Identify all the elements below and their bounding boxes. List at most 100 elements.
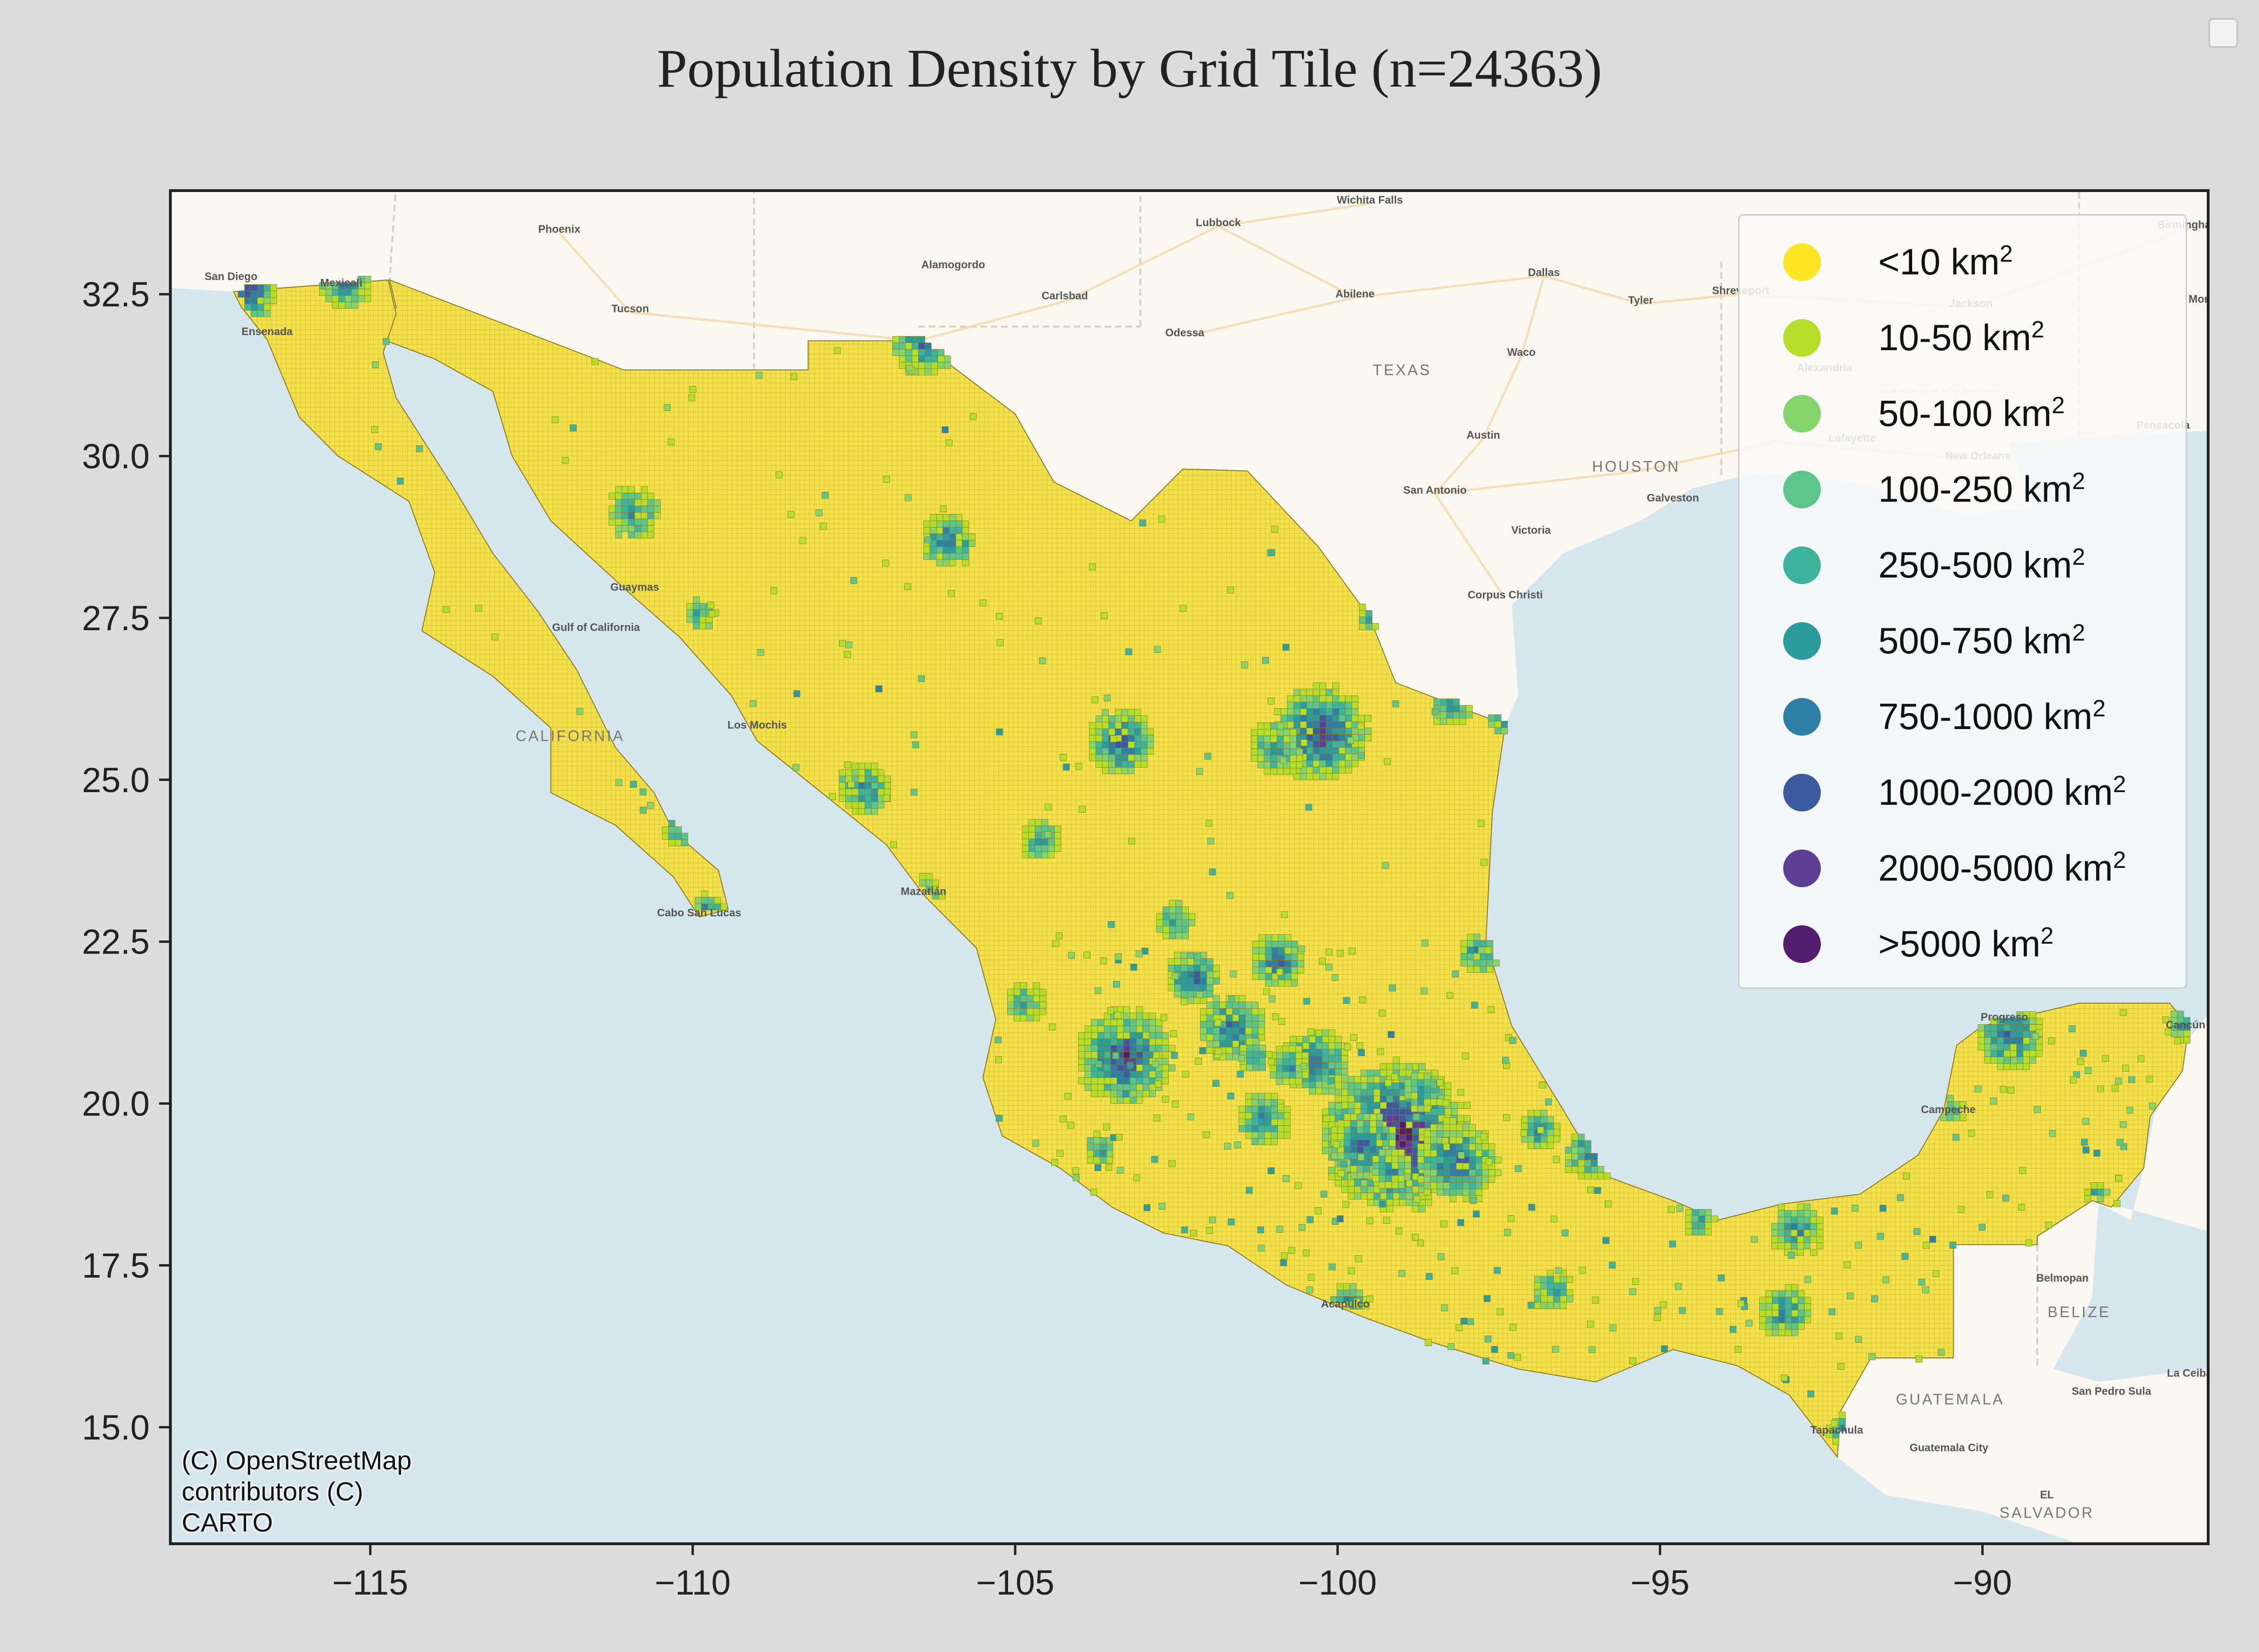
density-tile [1162,1071,1169,1078]
density-tile [1142,1077,1150,1084]
density-tile [621,512,629,519]
density-tile [1913,1228,1921,1235]
x-tick-label: −100 [1298,1563,1377,1602]
density-tile [1436,1150,1444,1157]
density-tile [668,833,675,840]
density-tile [1843,1261,1851,1268]
density-tile [1226,1034,1233,1041]
density-tile [2070,1076,2077,1084]
density-tile [1219,1027,1226,1035]
density-tile [1272,1013,1279,1020]
density-tile [1182,1071,1189,1078]
density-tile [943,527,950,534]
density-tile [1035,819,1042,826]
density-tile [1788,1251,1795,1259]
density-tile [1319,721,1326,729]
density-tile [615,493,622,500]
density-tile [1326,689,1333,696]
density-tile [1380,1133,1387,1140]
density-tile [1117,1071,1124,1078]
density-tile [1022,851,1029,858]
density-tile [2102,1055,2109,1062]
density-tile [1591,1172,1598,1179]
density-tile [1022,838,1029,846]
basemap-label: HOUSTON [1592,458,1680,475]
density-tile [1342,1201,1349,1208]
density-tile [1337,1152,1345,1160]
density-tile [1270,768,1277,775]
density-tile [1200,1008,1207,1015]
density-tile [1142,1071,1150,1078]
density-tile [1560,1289,1567,1296]
density-tile [1149,1090,1156,1098]
basemap-label: Corpus Christi [1468,589,1543,601]
density-tile [1430,1150,1437,1157]
density-tile [1251,1002,1258,1009]
density-tile [1803,1242,1810,1250]
density-tile [1798,1290,1805,1298]
density-tile [1797,1210,1804,1217]
density-tile [1252,1051,1260,1058]
density-tile [1291,947,1298,954]
density-tile [1309,1081,1316,1088]
density-tile [1121,748,1129,755]
density-tile [1175,919,1183,927]
density-tile [1104,1058,1111,1065]
density-tile [654,505,661,513]
density-tile [1698,1228,1706,1235]
density-tile [2084,1067,2092,1074]
density-tile [1056,932,1063,939]
density-tile [1359,623,1366,630]
density-tile [1478,946,1485,954]
density-tile [1200,984,1207,991]
legend-item: 50-100 km2 [1739,377,2186,443]
density-tile [2035,1050,2043,1057]
central-america-land [1837,1014,2208,1544]
density-tile [1370,1114,1377,1121]
density-tile [1290,768,1297,775]
density-tile [1772,1297,1779,1304]
density-tile [923,546,930,553]
density-tile [1358,714,1365,722]
density-tile [1475,1176,1482,1183]
density-tile [1258,1119,1265,1126]
legend-label: 10-50 km [1878,317,2032,358]
density-tile [1798,1309,1805,1317]
density-tile [1093,1131,1100,1138]
density-tile [1136,1032,1143,1039]
density-tile [1478,820,1485,827]
density-tile [1473,953,1481,960]
density-tile [2023,1037,2030,1044]
density-tile [1265,979,1272,986]
density-tile [1136,1045,1143,1052]
density-tile [931,362,938,369]
density-tile [1553,1302,1561,1309]
density-tile [2007,1087,2015,1094]
legend-superscript: 2 [2092,695,2106,722]
density-tile [1547,1129,1554,1136]
density-tile [1778,1290,1786,1298]
density-tile [1350,1139,1357,1147]
density-tile [1170,1052,1178,1059]
density-tile [1482,1357,1490,1364]
density-tile [1759,1309,1766,1317]
density-tile [1136,1038,1143,1046]
density-tile [1020,982,1027,989]
density-tile [1226,1053,1233,1060]
density-tile [2010,1037,2017,1044]
density-tile [1091,1032,1098,1039]
density-tile [2081,1139,2088,1146]
density-tile [1483,1295,1491,1302]
density-tile [238,290,245,298]
density-tile [858,769,865,776]
density-tile [906,365,913,372]
density-tile [949,553,956,560]
density-tile [1271,1106,1278,1113]
density-tile [899,349,906,356]
density-tile [1251,1021,1258,1028]
density-tile [1393,1192,1400,1200]
density-tile [1547,1289,1554,1296]
density-tile [1372,1162,1379,1169]
density-tile [641,519,648,526]
density-tile [1571,1153,1578,1160]
